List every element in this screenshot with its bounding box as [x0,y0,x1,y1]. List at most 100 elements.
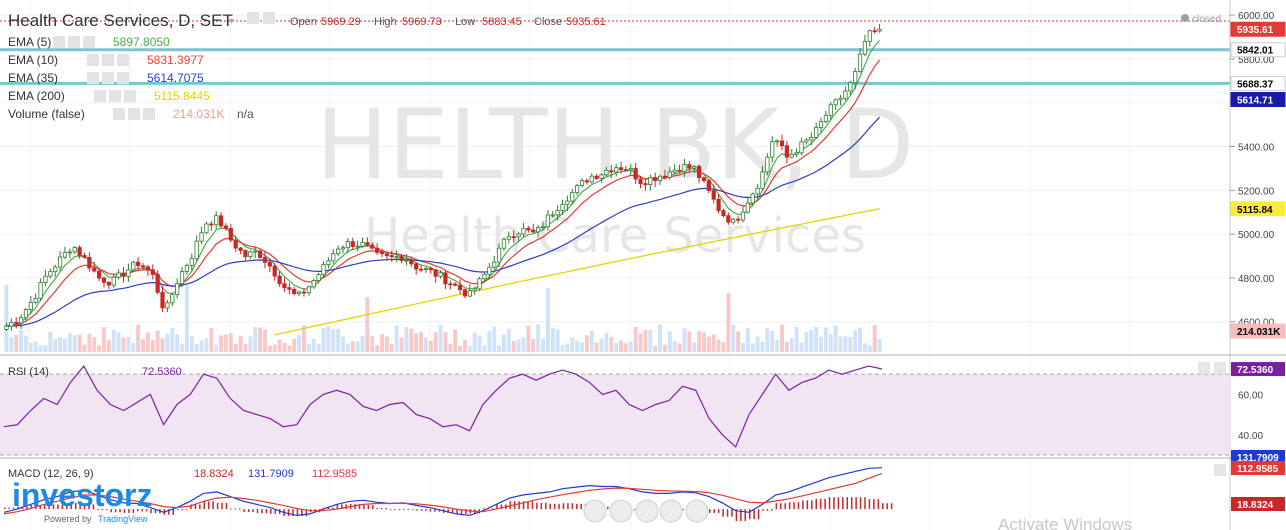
volume-bar [789,338,794,352]
macd-badge: 131.7909 [1237,453,1279,464]
volume-bar [833,325,838,352]
volume-bar [760,341,765,352]
candle-body [506,236,511,240]
volume-bar [458,345,463,352]
candle-body [311,280,316,288]
macd-histogram-bar [558,503,560,510]
candle-body [199,232,204,242]
candle-body [350,241,355,247]
price-badge-bg [1230,42,1286,58]
chart-navigation-controls[interactable] [583,499,709,523]
indicator-label[interactable]: EMA (200) [8,89,65,103]
macd-histogram-bar [199,504,201,510]
rsi-tick-label: 60.00 [1238,390,1263,401]
indicator-label[interactable]: Volume (false) [8,107,85,121]
volume-bar [14,334,19,352]
macd-histogram-bar [460,509,463,514]
price-badge: 5614.71 [1237,96,1274,107]
candle-body [160,292,165,309]
candle-body [545,214,550,228]
volume-bar [716,339,721,352]
candle-body [570,192,575,202]
macd-histogram-bar [83,504,86,510]
candle-body [233,239,238,249]
macd-histogram-bar [411,508,414,510]
price-axis[interactable] [1230,0,1286,355]
candle-body [667,171,672,178]
macd-histogram-bar [247,509,250,512]
macd-histogram-bar [265,509,268,514]
volume-bar [692,342,697,352]
macd-histogram-bar [882,503,884,510]
indicator-label[interactable]: EMA (5) [8,35,51,49]
title-close-icon[interactable] [263,12,275,24]
volume-bar [658,324,663,352]
tradingview-link[interactable]: TradingView [98,514,148,524]
rsi-badge: 72.5360 [1237,365,1274,376]
volume-bar [126,336,131,352]
candle-body [150,269,155,275]
close-value: 5935.61 [566,16,606,28]
nav-button-3[interactable] [659,499,683,523]
volume-bar [97,345,102,352]
indicator-control-icon [124,90,136,102]
symbol-title[interactable]: Health Care Services, D, SET [8,11,233,30]
macd-histogram-bar [372,505,374,510]
volume-bar [170,327,175,352]
candle-body [379,251,385,255]
candle-body [579,180,585,186]
volume-bar [633,326,638,352]
volume-bar [165,333,170,352]
candle-body [662,175,668,178]
volume-bar [575,340,580,352]
macd-signal-line [3,473,883,515]
candle-body [331,253,336,262]
candle-body [731,218,736,223]
macd-histogram-bar [846,497,849,510]
candle-body [384,253,390,256]
macd-histogram-bar [434,509,436,512]
macd-histogram-bar [239,508,241,510]
nav-button-0[interactable] [583,499,607,523]
macd-histogram-bar [243,509,245,512]
title-settings-icon[interactable] [247,12,259,24]
candle-body [867,30,872,42]
candle-body [336,248,341,255]
title-chevron-icon[interactable]: ▾ [229,16,234,27]
candle-body [243,250,248,257]
volume-bar [394,325,399,352]
volume-bar [462,339,467,352]
volume-bar [282,342,287,352]
candle-body [345,241,350,249]
candle-body [28,302,33,310]
price-tick-label: 4600.00 [1238,318,1275,329]
candle-body [750,193,755,204]
volume-bar [136,324,141,352]
volume-bar [360,336,365,352]
volume-bar [23,335,28,352]
macd-histogram-bar [17,506,19,510]
candle-body [111,276,116,286]
indicator-label[interactable]: EMA (10) [8,53,58,67]
nav-button-4[interactable] [685,499,709,523]
macd-histogram-bar [385,507,387,510]
volume-bar [448,343,453,352]
indicator-control-icon [117,72,129,84]
indicator-label[interactable]: EMA (35) [8,71,58,85]
volume-bar [721,342,726,352]
candle-body [589,175,594,183]
volume-bar [131,343,136,352]
nav-button-1[interactable] [609,499,633,523]
candle-body [848,82,853,92]
macd-histogram-bar [842,497,844,510]
macd-histogram-bar [766,509,769,511]
legend: Health Care Services, D, SET ▾ Open 5969… [8,11,1221,30]
macd-histogram-bar [744,509,747,522]
macd-histogram-bar [576,503,578,510]
macd-histogram-bar [145,509,148,512]
volume-bar [365,297,370,352]
indicator-value: 5115.8445 [154,89,210,103]
volume-bar [677,343,682,352]
candle-body [672,169,677,173]
nav-button-2[interactable] [635,499,659,523]
